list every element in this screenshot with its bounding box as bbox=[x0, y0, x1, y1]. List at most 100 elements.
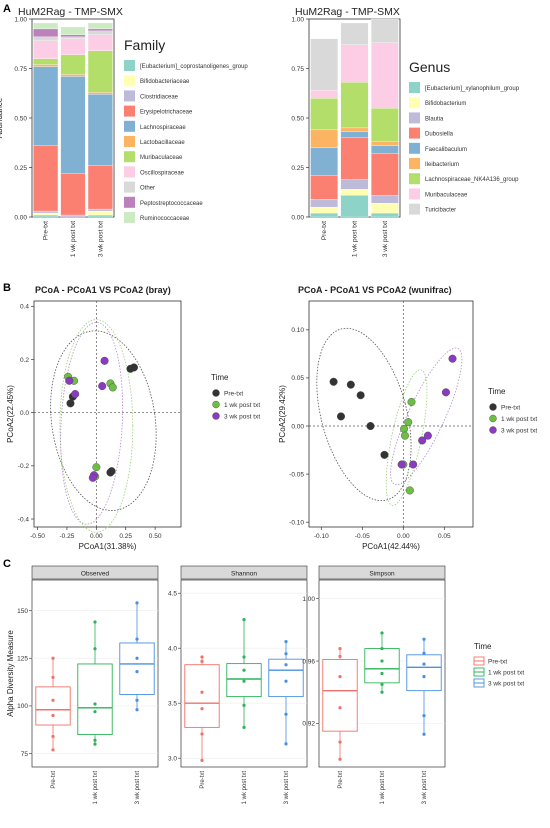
genus-bar-pre-txt-blautia bbox=[310, 199, 338, 208]
genus-bar-1-wk-post-txt-eubacterium-xylanophilum-group bbox=[340, 195, 369, 218]
pcoa_bray-legend-marker bbox=[212, 389, 220, 397]
box-observed-pre-txt-point bbox=[51, 713, 55, 718]
facet-observed-ytick-label: 75 bbox=[21, 751, 29, 758]
family-bar-1-wk-post-txt-other bbox=[60, 36, 86, 39]
genus-bar-3-wk-post-txt-blautia bbox=[371, 195, 399, 204]
pcoa_bray-ytick-label: -0.2 bbox=[18, 463, 30, 470]
panel-letter-a: A bbox=[3, 3, 11, 15]
genus-legend-label: Ileibacterium bbox=[425, 162, 459, 168]
family-legend-swatch bbox=[124, 151, 135, 163]
box-observed-1-wk-post-txt-point bbox=[93, 738, 97, 742]
pcoa_wunifrac-ytick-label: 0.10 bbox=[291, 327, 304, 334]
alpha-legend-label: 1 wk post txt bbox=[488, 670, 524, 677]
genus-ytick-label: 1.00 bbox=[291, 17, 304, 24]
family-bar-3-wk-post-txt-bifidobacteriaceae bbox=[87, 210, 113, 216]
panel-c: Alpha Diversity Measure Observed 75 100 125 1… bbox=[6, 565, 524, 805]
family-legend-swatch bbox=[124, 181, 135, 193]
pcoa_wunifrac-point-pre-txt bbox=[356, 391, 365, 400]
family-bar-3-wk-post-txt-erysipelotrichaceae bbox=[87, 165, 113, 210]
pcoa_bray-legend-label: 3 wk post txt bbox=[224, 413, 260, 420]
pcoa_bray-ytick-label: 0.0 bbox=[20, 410, 29, 417]
box-simpson-3-wk-post-txt-point bbox=[422, 637, 426, 641]
pcoa_wunifrac-point-3-wk-post-txt bbox=[409, 460, 418, 469]
genus-ytick-label: 0.00 bbox=[291, 215, 304, 222]
facet-observed-xtick-label: 1 wk post txt bbox=[93, 771, 99, 805]
pcoa_wunifrac-point-pre-txt bbox=[329, 377, 338, 386]
box-shannon-3-wk-post-txt-point bbox=[284, 712, 288, 716]
family-bar-1-wk-post-txt-lactobacillaceae bbox=[60, 74, 86, 77]
genus-bar-3-wk-post-txt-faecalibaculum bbox=[371, 145, 399, 154]
genus-ytick-label: 0.75 bbox=[291, 66, 304, 73]
family-legend-label: [Eubacterium]_coprostanoligenes_group bbox=[140, 64, 248, 70]
family-xtick-label: Pre-txt bbox=[43, 221, 50, 240]
box-simpson-1-wk-post-txt-point bbox=[380, 690, 384, 694]
pcoa_wunifrac-ylabel: PCoA2(29.42%) bbox=[278, 385, 287, 443]
family-legend-swatch bbox=[124, 136, 135, 147]
pcoa_wunifrac-xtick-label: -0.10 bbox=[314, 533, 329, 540]
pcoa_bray-legend-title: Time bbox=[211, 373, 229, 382]
genus-legend-label: Muribaculaceae bbox=[425, 192, 468, 198]
genus-bar-3-wk-post-txt-turicibacter bbox=[371, 18, 399, 43]
pcoa_bray-point-3-wk-post-txt bbox=[100, 356, 109, 365]
family-bar-1-wk-post-txt-clostridiaceae bbox=[60, 214, 86, 218]
facet-simpson-xtick-label: 1 wk post txt bbox=[380, 771, 386, 805]
genus-legend-swatch bbox=[409, 112, 420, 124]
family-legend-label: Muribaculaceae bbox=[140, 155, 183, 161]
pcoa_bray-point-1-wk-post-txt bbox=[92, 463, 101, 472]
family-bar-1-wk-post-txt-erysipelotrichaceae bbox=[60, 173, 86, 216]
box-observed-pre-txt-point bbox=[51, 656, 55, 660]
box-shannon-3-wk-post-txt-point bbox=[284, 742, 288, 746]
pcoa_wunifrac-legend-label: Pre-txt bbox=[501, 404, 520, 411]
genus-bar-pre-txt-bifidobacterium bbox=[310, 206, 338, 214]
facet-observed-ytick-label: 150 bbox=[17, 608, 28, 615]
pcoa_wunifrac-point-1-wk-post-txt bbox=[400, 424, 409, 433]
pcoa_bray-xtick-label: -0.50 bbox=[30, 533, 45, 540]
family-title: HuM2Rag - TMP-SMX bbox=[18, 6, 123, 18]
box-simpson-1-wk-post-txt-point bbox=[380, 646, 384, 651]
box-shannon-pre-txt-point bbox=[200, 655, 204, 659]
box-shannon-pre-txt-point bbox=[200, 707, 204, 711]
box-shannon-1-wk-post-txt-point bbox=[242, 679, 246, 683]
family-bar-pre-txt-erysipelotrichaceae bbox=[33, 145, 59, 212]
pcoa_wunifrac-point-3-wk-post-txt bbox=[448, 354, 457, 363]
pcoa_bray-xtick-label: -0.25 bbox=[60, 533, 75, 540]
family-bar-pre-txt-lachnospiraceae bbox=[33, 66, 59, 146]
pcoa_bray-legend-marker bbox=[212, 400, 220, 409]
box-simpson-pre-txt-point bbox=[338, 675, 342, 679]
pcoa_bray-point-1-wk-post-txt bbox=[108, 383, 117, 392]
genus-bar-pre-txt-ileibacterium bbox=[310, 129, 338, 148]
genus-bar-pre-txt-muribaculaceae bbox=[310, 90, 338, 99]
facet-shannon-xtick-label: Pre-txt bbox=[200, 771, 206, 789]
family-ytick-label: 0.50 bbox=[14, 116, 27, 123]
genus-legend-label: Bifidobacterium bbox=[425, 101, 466, 107]
box-shannon-pre-txt bbox=[184, 664, 220, 728]
pcoa_wunifrac-point-pre-txt bbox=[336, 412, 345, 421]
box-observed-pre-txt bbox=[35, 686, 71, 726]
family-bar-1-wk-post-txt-muribaculaceae bbox=[60, 54, 86, 75]
genus-bar-1-wk-post-txt-lachnospiraceae-nk4a136-group bbox=[340, 82, 369, 129]
pcoa_bray-point-3-wk-post-txt bbox=[98, 382, 107, 391]
family-bar-1-wk-post-txt-oscillospiraceae bbox=[60, 38, 86, 55]
facet-title-shannon: Shannon bbox=[231, 571, 257, 578]
pcoa_wunifrac-ellipse-0 bbox=[316, 327, 412, 502]
family-legend-label: Lachnospiraceae bbox=[140, 125, 186, 131]
facet-shannon-ytick-label: 4.5 bbox=[168, 591, 177, 598]
facet-shannon-ytick-label: 4.0 bbox=[168, 646, 177, 653]
family-bar-pre-txt-bifidobacteriaceae bbox=[33, 212, 59, 216]
facet-simpson-ytick-label: 1.00 bbox=[302, 596, 315, 603]
box-observed-3-wk-post-txt-point bbox=[135, 601, 139, 605]
family-legend-swatch bbox=[124, 120, 135, 132]
genus-xtick-label: 3 wk post txt bbox=[382, 221, 389, 257]
family-bar-1-wk-post-txt-ruminococcaceae bbox=[60, 26, 86, 35]
box-observed-1-wk-post-txt-point bbox=[93, 742, 97, 746]
genus-legend-label: Blautia bbox=[425, 116, 444, 122]
box-simpson-pre-txt-point bbox=[338, 740, 342, 744]
pcoa_bray-point-pre-txt bbox=[129, 363, 138, 372]
facet-observed-xtick-label: 3 wk post txt bbox=[135, 771, 141, 805]
genus-bar-1-wk-post-txt-blautia bbox=[340, 179, 369, 190]
genus-legend-label: Turicibacter bbox=[425, 208, 456, 214]
family-bar-3-wk-post-txt-other bbox=[87, 30, 113, 35]
genus-ytick-label: 0.50 bbox=[291, 116, 304, 123]
genus-legend-label: Dubosiella bbox=[425, 132, 454, 138]
pcoa_bray-ellipse-0 bbox=[50, 330, 157, 511]
